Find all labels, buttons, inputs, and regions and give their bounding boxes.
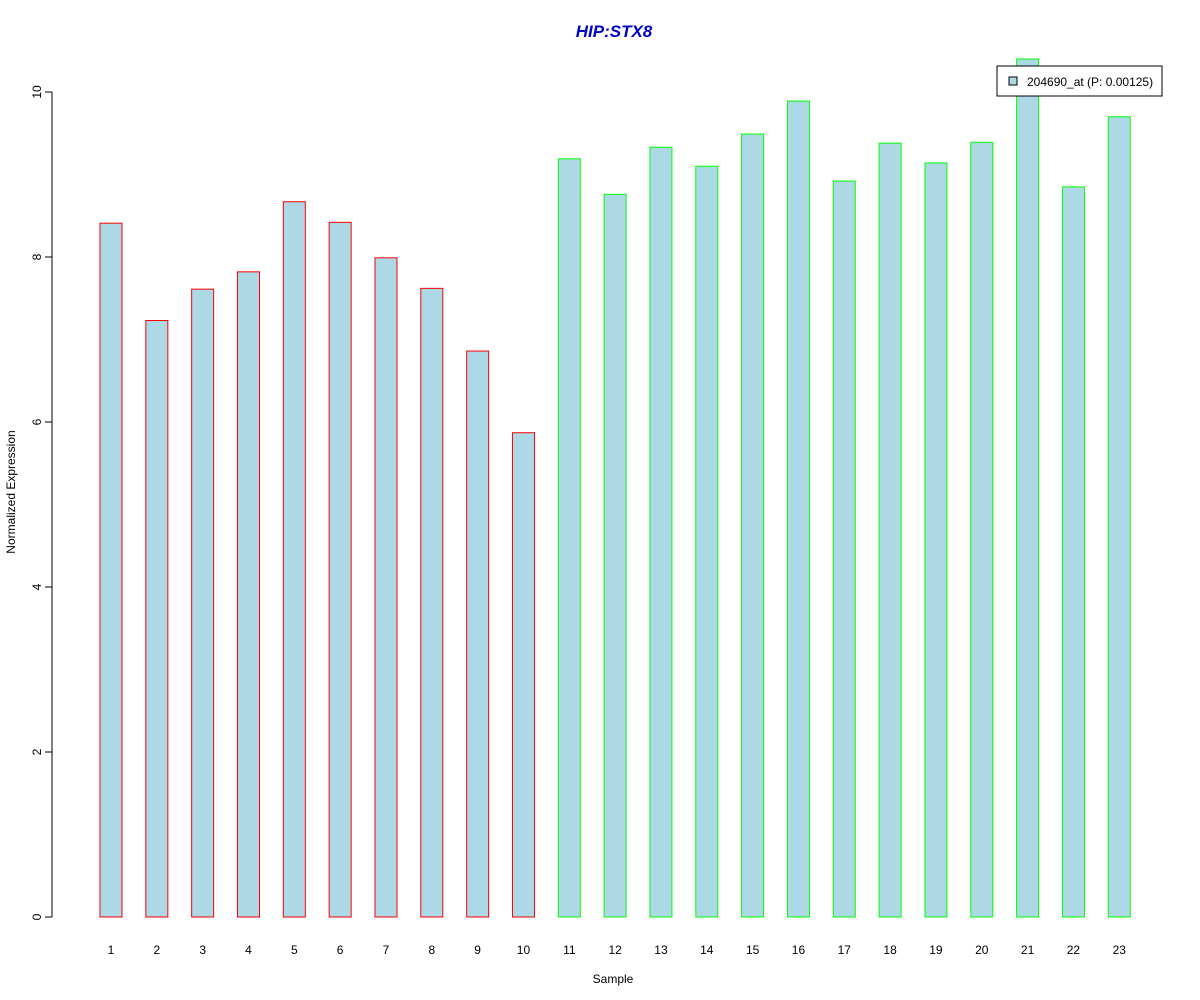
bar-sample-6 [328, 221, 352, 918]
x-tick-label: 3 [199, 943, 206, 957]
x-tick-label: 5 [291, 943, 298, 957]
x-tick-label: 2 [153, 943, 160, 957]
bar-sample-3 [191, 288, 215, 918]
x-tick-label: 8 [428, 943, 435, 957]
y-axis-label: Normalized Expression [4, 430, 18, 553]
x-tick-label: 19 [929, 943, 943, 957]
x-tick-label: 20 [975, 943, 989, 957]
x-tick-label: 7 [383, 943, 390, 957]
y-tick-label: 0 [30, 913, 44, 920]
bar-sample-9 [466, 350, 490, 918]
bar-sample-5 [282, 201, 306, 918]
chart-title: HIP:STX8 [576, 22, 653, 41]
legend-label: 204690_at (P: 0.00125) [1027, 75, 1153, 89]
y-tick-label: 4 [30, 583, 44, 590]
bar-sample-14 [695, 165, 719, 918]
y-tick-label: 6 [30, 418, 44, 425]
bar-sample-4 [236, 271, 260, 918]
bar-sample-23 [1107, 116, 1131, 918]
x-tick-label: 9 [474, 943, 481, 957]
bar-sample-17 [832, 180, 856, 918]
bars-group [99, 58, 1131, 918]
y-tick-label: 8 [30, 253, 44, 260]
y-tick-label: 10 [30, 85, 44, 99]
bar-sample-19 [924, 162, 948, 918]
legend-swatch [1008, 76, 1018, 86]
x-tick-label: 11 [563, 943, 576, 957]
bar-sample-7 [374, 257, 398, 918]
bar-sample-2 [145, 320, 169, 918]
y-axis: 0 2 4 6 8 10 [30, 85, 53, 920]
bar-sample-13 [649, 146, 673, 918]
x-tick-label: 22 [1067, 943, 1081, 957]
x-tick-label: 6 [337, 943, 344, 957]
x-tick-label: 4 [245, 943, 252, 957]
x-tick-label: 18 [883, 943, 897, 957]
x-axis-label: Sample [593, 972, 634, 986]
bar-sample-8 [420, 287, 444, 918]
bar-sample-11 [557, 158, 581, 918]
x-tick-label: 21 [1021, 943, 1035, 957]
x-tick-label: 14 [700, 943, 714, 957]
x-tick-label: 10 [517, 943, 531, 957]
x-tick-label: 17 [838, 943, 852, 957]
x-tick-label: 13 [654, 943, 668, 957]
x-tick-label: 23 [1113, 943, 1127, 957]
bar-sample-18 [878, 142, 902, 918]
bar-sample-22 [1061, 186, 1085, 918]
bar-sample-20 [970, 141, 994, 918]
bar-sample-16 [786, 100, 810, 918]
y-tick-label: 2 [30, 748, 44, 755]
x-tick-label: 15 [746, 943, 760, 957]
x-tick-labels: 1 2 3 4 5 6 7 8 9 10 11 12 13 14 15 16 17 18 19 20 21 22 23 [108, 943, 1127, 957]
bar-sample-21 [1016, 58, 1040, 918]
x-tick-label: 16 [792, 943, 806, 957]
bar-sample-15 [741, 133, 765, 918]
legend-box [996, 65, 1163, 97]
bar-sample-12 [603, 193, 627, 918]
x-tick-label: 1 [108, 943, 115, 957]
legend: 204690_at (P: 0.00125) [996, 65, 1163, 97]
x-tick-label: 12 [608, 943, 622, 957]
bar-sample-10 [511, 432, 535, 918]
bar-sample-1 [99, 222, 123, 918]
